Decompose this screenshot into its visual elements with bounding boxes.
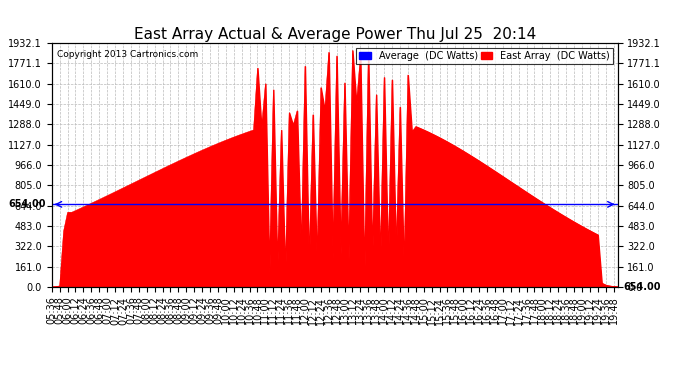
Title: East Array Actual & Average Power Thu Jul 25  20:14: East Array Actual & Average Power Thu Ju…: [134, 27, 535, 42]
Text: 654.00: 654.00: [8, 200, 46, 209]
Legend: Average  (DC Watts), East Array  (DC Watts): Average (DC Watts), East Array (DC Watts…: [356, 48, 613, 64]
Text: Copyright 2013 Cartronics.com: Copyright 2013 Cartronics.com: [57, 51, 199, 59]
Text: 654.00: 654.00: [623, 282, 661, 292]
